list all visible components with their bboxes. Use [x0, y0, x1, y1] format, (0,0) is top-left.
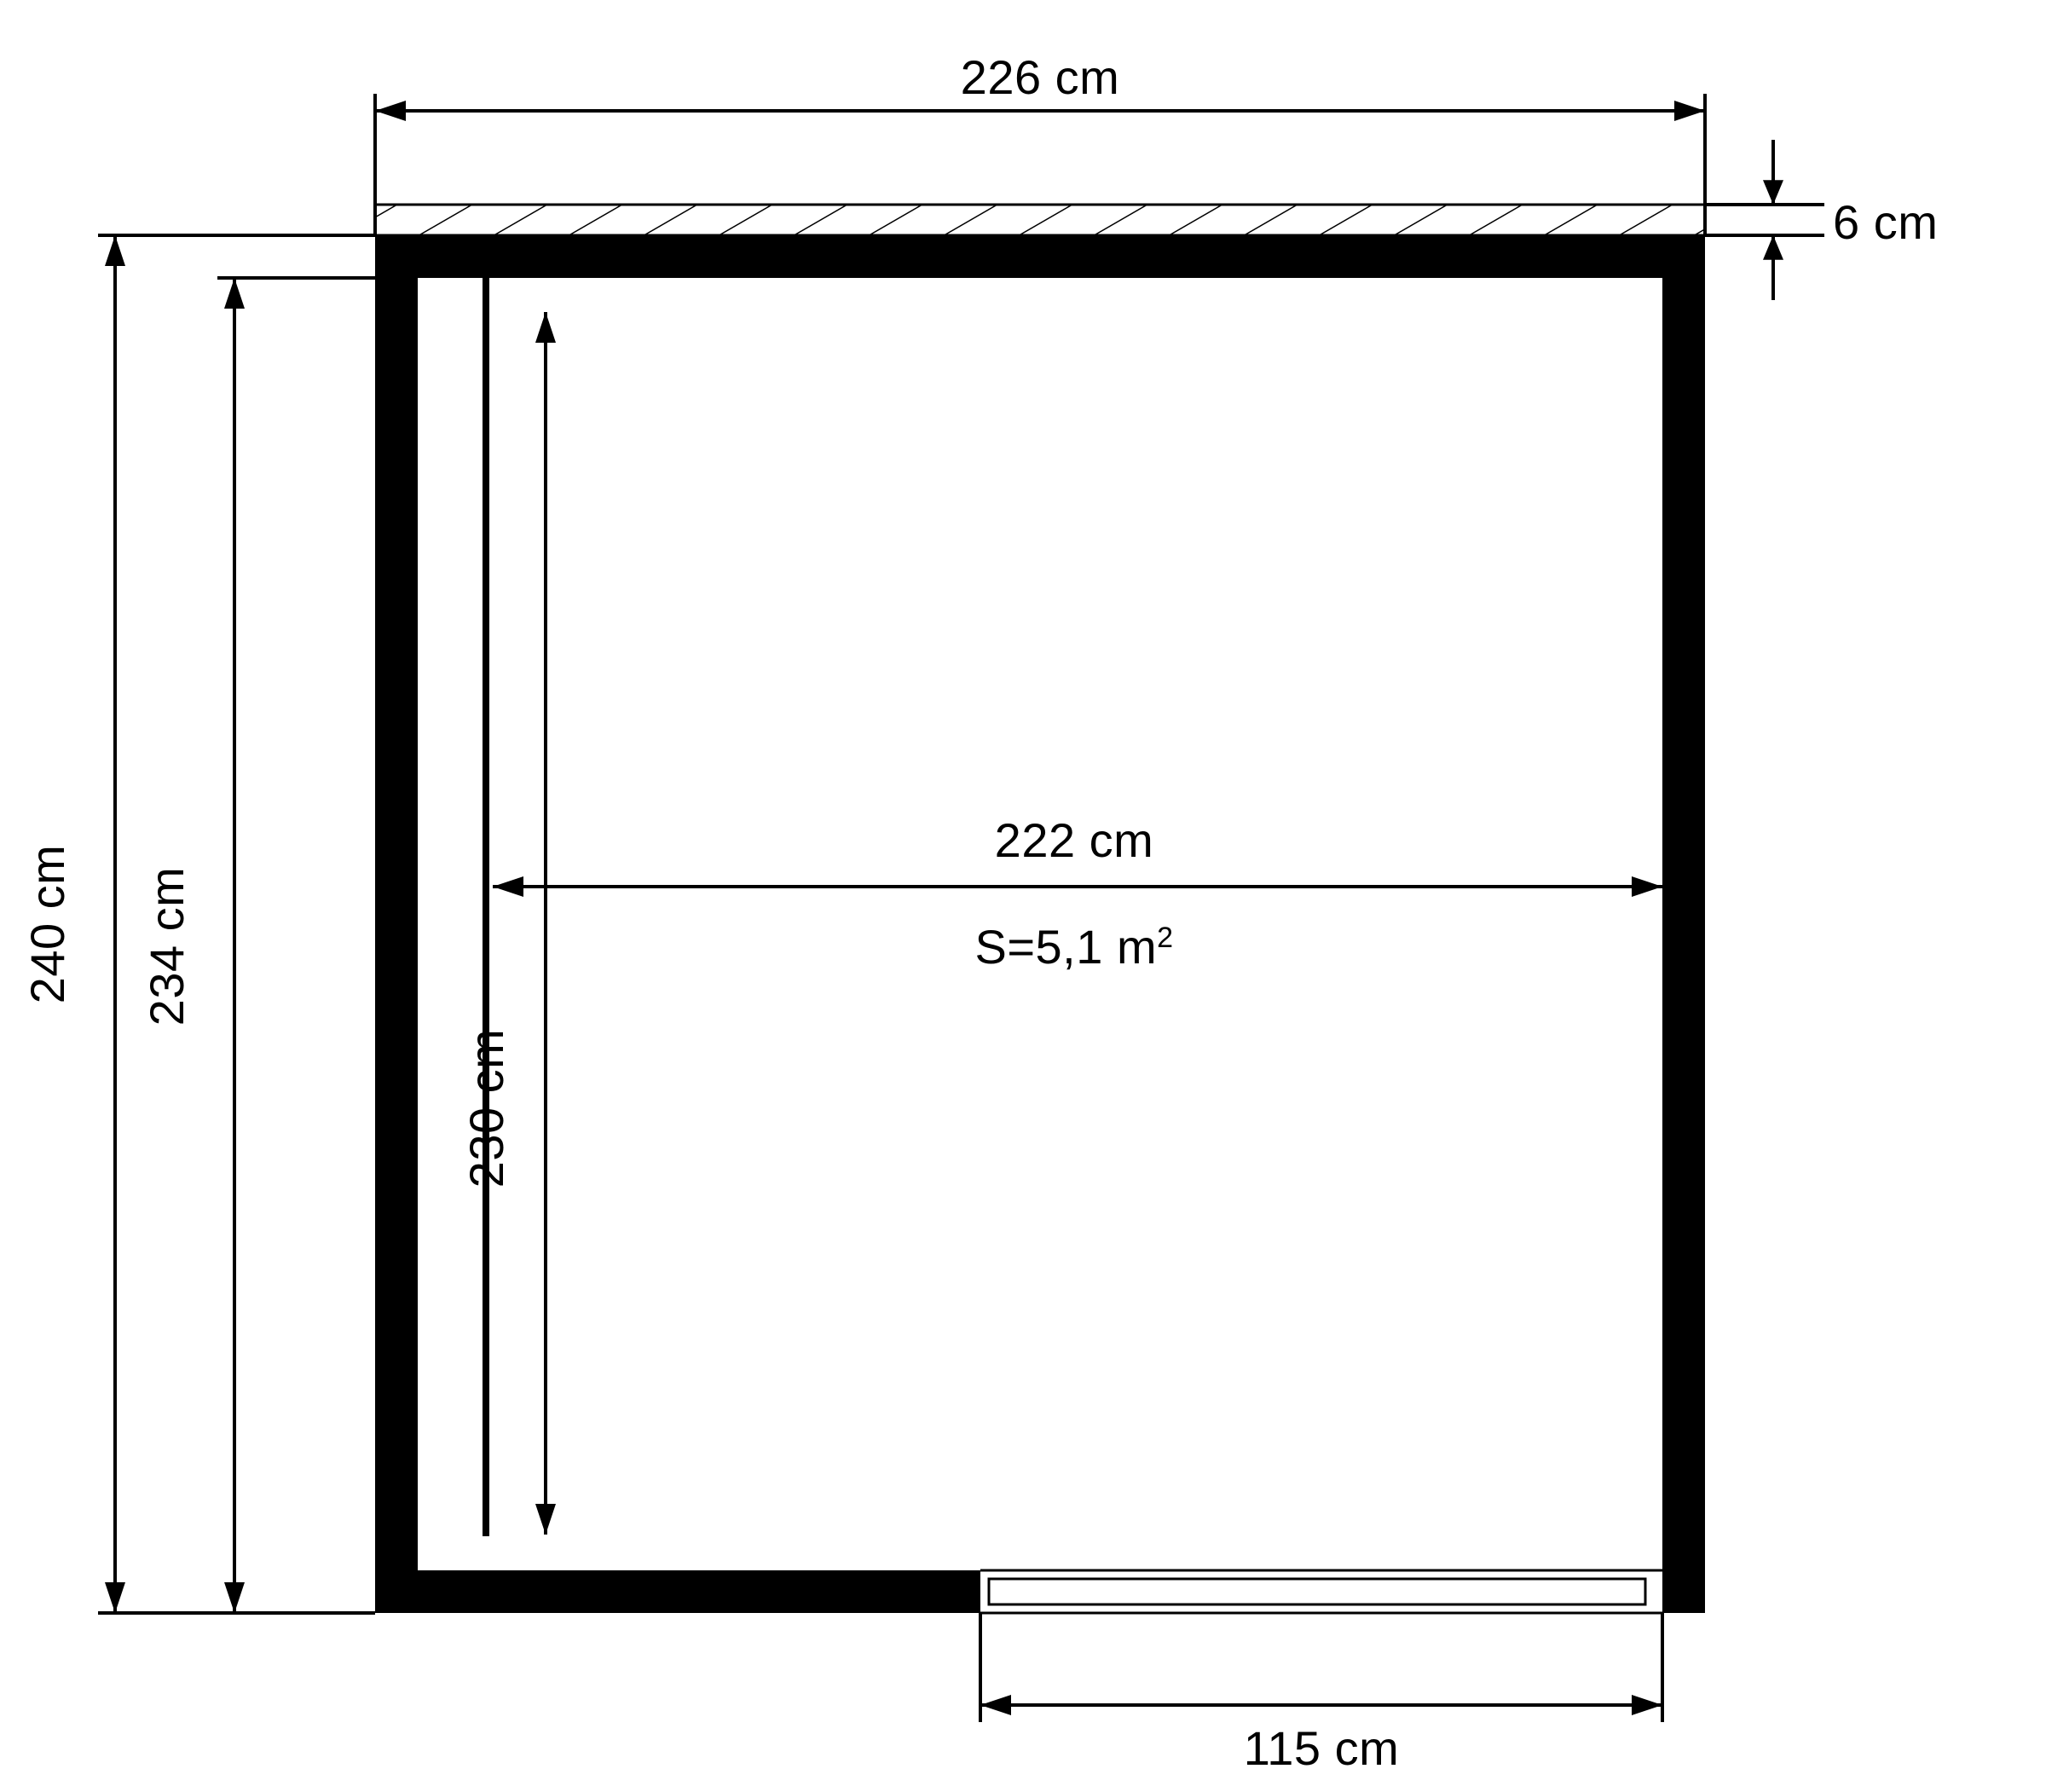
dim-door-width: 115 cm	[1244, 1721, 1399, 1775]
dim-interior-width: 222 cm	[995, 813, 1154, 867]
dim-top-width: 226 cm	[961, 50, 1120, 104]
wall-notch	[486, 1570, 529, 1581]
wall-top	[375, 235, 1705, 278]
area-label: S=5,1 m2	[974, 920, 1173, 974]
door-leaf	[989, 1579, 1645, 1604]
dim-left-outer: 240 cm	[20, 845, 74, 1004]
wall-bottom-left	[375, 1570, 980, 1613]
wall-right	[1662, 235, 1705, 1613]
wall-bottom-right	[1662, 1570, 1705, 1613]
roof-overhang-hatch	[375, 205, 1705, 235]
floor-plan-diagram: 226 cm 6 cm 240 cm 234 cm 222 cm 230 cm 115 cm…	[0, 0, 2046, 1792]
dim-hatch-thickness: 6 cm	[1833, 195, 1938, 249]
dim-interior-height: 230 cm	[459, 1029, 513, 1188]
wall-left	[375, 235, 418, 1613]
dim-left-inner: 234 cm	[140, 867, 194, 1026]
